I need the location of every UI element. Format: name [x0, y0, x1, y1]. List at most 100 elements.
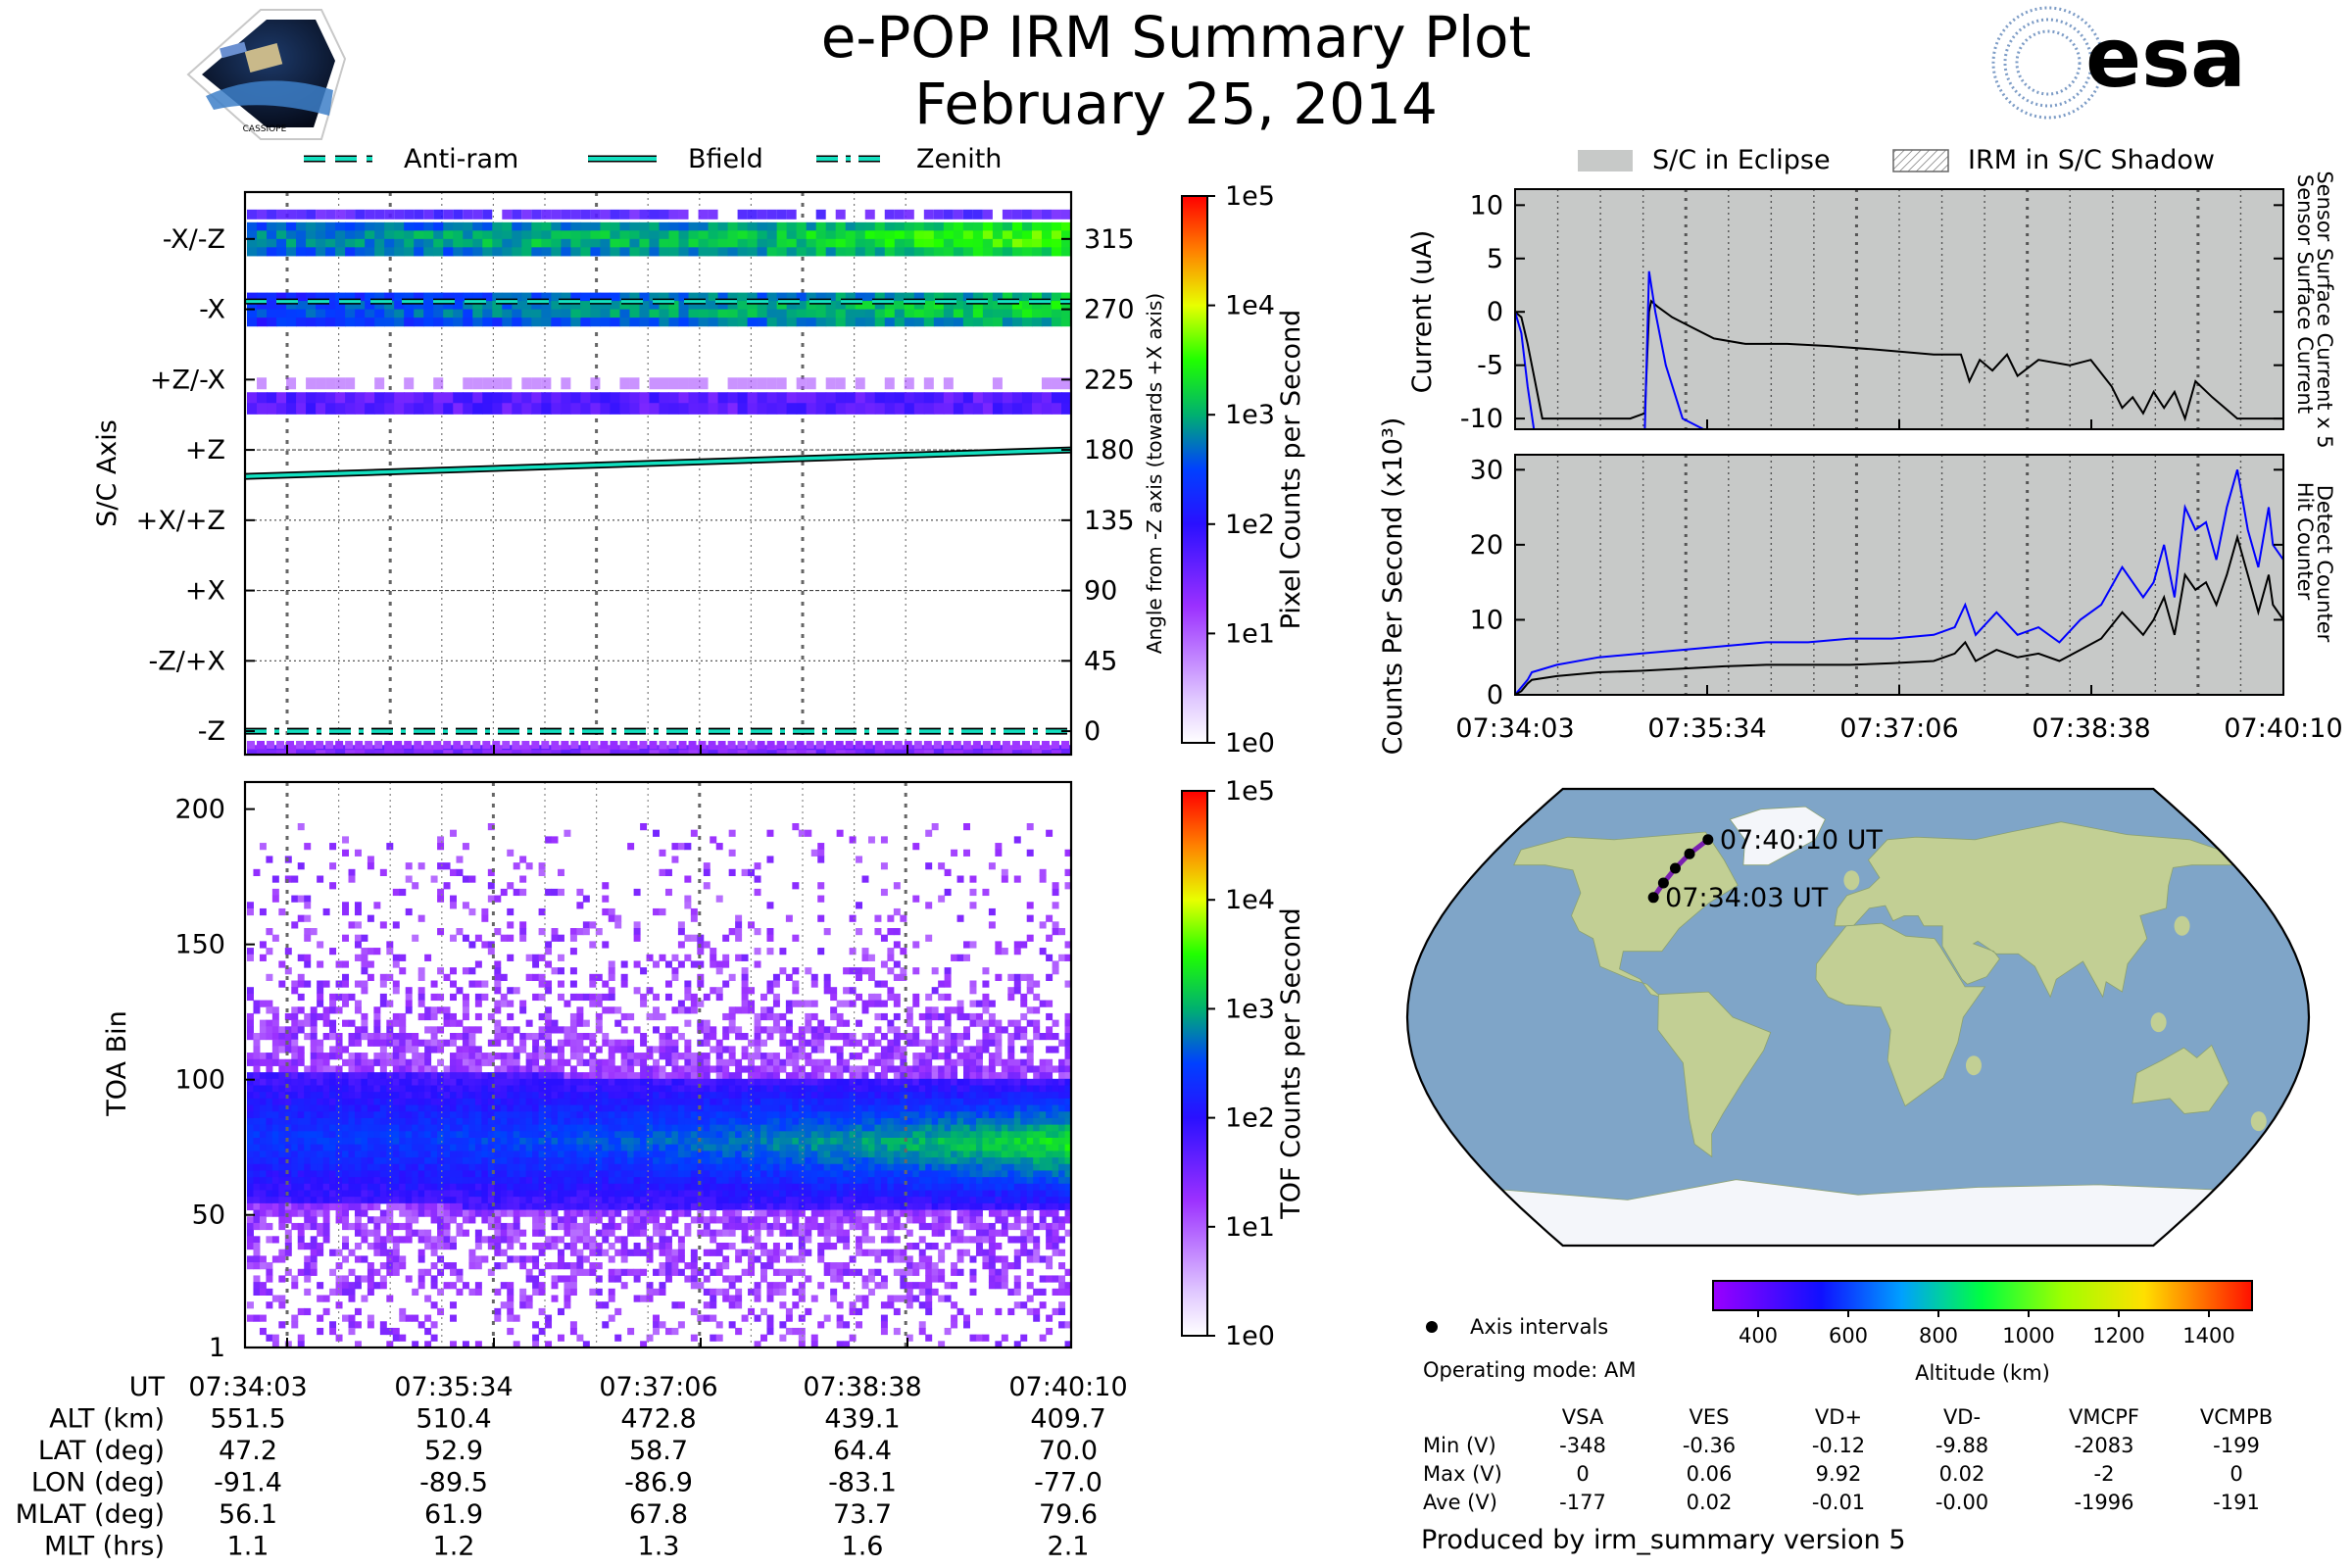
tof-cell	[810, 1039, 818, 1047]
tof-cell	[405, 1190, 413, 1198]
sc-cell	[335, 741, 344, 749]
sc-cell	[659, 230, 670, 240]
tof-cell	[259, 1000, 267, 1007]
tof-cell	[399, 1190, 407, 1198]
tof-cell	[266, 1183, 273, 1191]
sc-cell	[953, 309, 964, 318]
sc-cell	[306, 741, 315, 749]
tof-cell	[766, 980, 774, 988]
tof-cell	[468, 1033, 476, 1041]
sc-cell	[913, 392, 925, 404]
tof-cell	[500, 1229, 508, 1237]
tof-cell	[342, 1197, 350, 1204]
tof-cell	[748, 987, 756, 995]
sc-cell	[257, 318, 268, 327]
sc-cell	[463, 392, 473, 404]
tof-cell	[792, 1255, 800, 1263]
tof-cell	[659, 1202, 666, 1211]
tof-cell	[710, 1026, 717, 1034]
sc-cell	[845, 403, 857, 415]
tof-cell	[266, 1222, 273, 1231]
tof-cell	[608, 1190, 615, 1198]
tof-cell	[595, 1216, 603, 1224]
tof-cell	[417, 1197, 425, 1204]
tof-cell	[766, 934, 774, 942]
tof-cell	[659, 1033, 666, 1041]
tof-cell	[620, 1216, 628, 1224]
tof-cell	[735, 1138, 743, 1146]
tof-cell	[735, 1190, 743, 1198]
tof-cell	[545, 1065, 553, 1073]
tof-cell	[582, 1033, 590, 1041]
tof-cell	[450, 1151, 457, 1158]
sc-cell	[316, 318, 326, 327]
tof-cell	[278, 1163, 286, 1171]
tof-cell	[569, 1111, 577, 1119]
tof-cell	[417, 1209, 425, 1217]
tof-cell	[817, 1039, 825, 1047]
tof-cell	[405, 1000, 413, 1007]
tof-cell	[462, 1026, 469, 1034]
tof-cell	[810, 1144, 818, 1152]
tof-cell	[322, 1170, 330, 1178]
tof-cell	[564, 1131, 571, 1139]
sc-cell	[933, 741, 942, 749]
tof-cell	[659, 1065, 666, 1073]
sc-cell	[247, 392, 258, 404]
sc-cell	[600, 247, 612, 257]
tof-cell	[253, 1255, 261, 1263]
sc-cell	[512, 238, 522, 248]
tof-cell	[779, 1183, 787, 1191]
sc-cell	[276, 247, 287, 257]
tof-cell	[792, 1078, 800, 1086]
sc-cell	[1011, 230, 1023, 240]
tof-cell	[677, 1157, 685, 1165]
tof-cell	[373, 1268, 381, 1276]
sc-cell	[492, 750, 503, 755]
tof-cell	[671, 1151, 679, 1158]
tof-cell	[576, 928, 584, 936]
sc-cell	[874, 247, 886, 257]
sc-cell	[668, 377, 679, 390]
sc-cell	[423, 392, 434, 404]
sc-cell	[365, 750, 375, 755]
tof-cell	[271, 1058, 279, 1066]
tof-cell	[361, 1111, 368, 1119]
tof-cell	[494, 1216, 502, 1224]
tof-cell	[291, 1098, 299, 1106]
tof-cell	[748, 1117, 756, 1126]
sc-cell	[610, 230, 621, 240]
sc-cell	[335, 221, 346, 231]
tof-cell	[437, 1131, 445, 1139]
tof-cell	[715, 1078, 723, 1086]
tof-cell	[589, 1033, 597, 1041]
tof-cell	[405, 1144, 413, 1152]
tof-cell	[367, 1065, 374, 1073]
tof-cell	[582, 1072, 590, 1080]
tof-cell	[677, 941, 685, 949]
tof-cell	[259, 1104, 267, 1112]
tof-cell	[450, 1019, 457, 1027]
tof-cell	[513, 1183, 520, 1191]
tof-cell	[247, 1085, 254, 1093]
sc-cell	[884, 292, 896, 302]
tof-cell	[373, 1177, 381, 1185]
tof-cell	[551, 1065, 559, 1073]
tof-cell	[785, 1026, 793, 1034]
legend-label-zenith: Zenith	[916, 144, 1002, 174]
sc-y2tick-label: 45	[1084, 646, 1117, 676]
tof-cell	[443, 1117, 451, 1126]
sc-cell	[913, 403, 925, 415]
tof-cell	[703, 1163, 710, 1171]
sc-cell	[992, 301, 1004, 311]
sc-cell	[551, 301, 562, 311]
tof-cell	[557, 1078, 564, 1086]
tof-cell	[646, 1295, 654, 1302]
tof-cell	[247, 1177, 254, 1185]
sc-cell	[972, 292, 984, 302]
tof-cell	[399, 1117, 407, 1126]
tof-cell	[342, 960, 350, 968]
sc-cell	[668, 403, 680, 415]
tof-cell	[798, 1065, 806, 1073]
sc-cell	[727, 392, 739, 404]
